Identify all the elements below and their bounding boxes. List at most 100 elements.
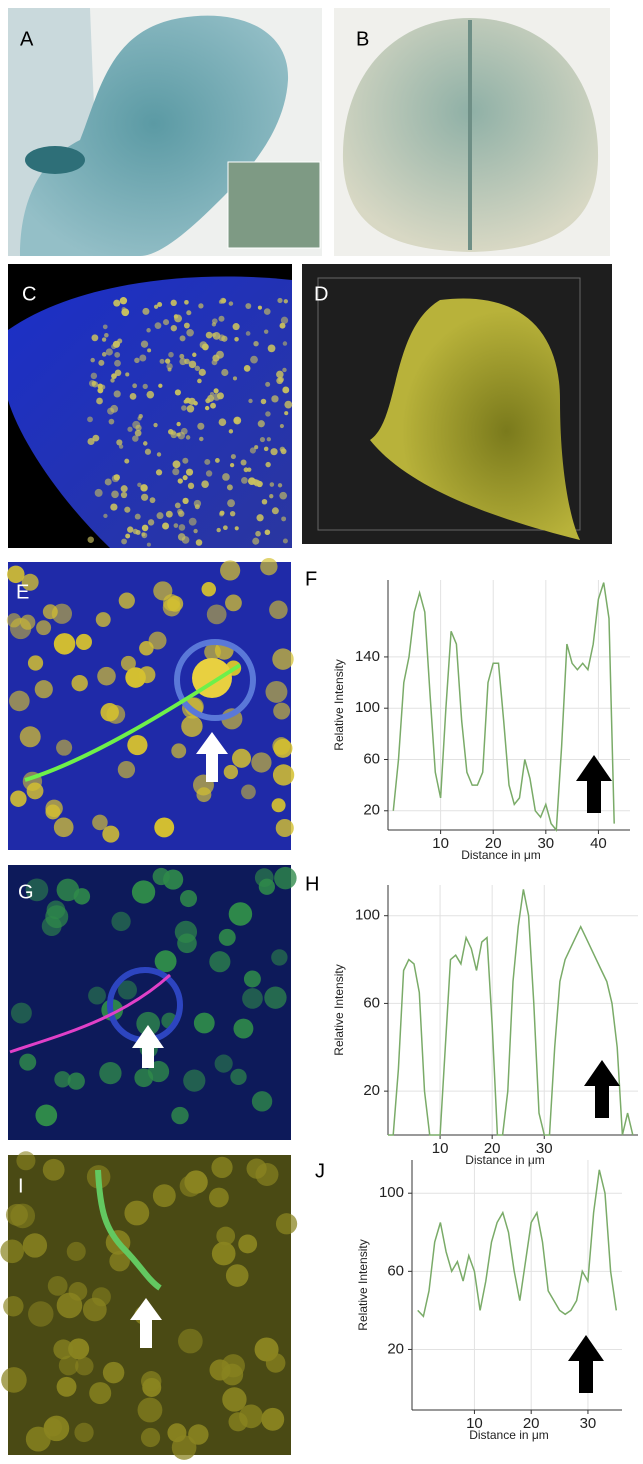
- cell: [282, 341, 288, 346]
- cell: [98, 359, 105, 366]
- cell: [178, 524, 186, 531]
- cell: [207, 394, 215, 402]
- arrow: [584, 1060, 620, 1118]
- x-tick-label: 40: [590, 835, 607, 852]
- cell: [193, 1012, 215, 1034]
- cell: [116, 439, 123, 446]
- x-tick-label: 30: [537, 835, 554, 852]
- cell: [165, 510, 173, 518]
- cell: [197, 422, 205, 430]
- cell: [132, 383, 138, 389]
- cell: [142, 307, 150, 315]
- cell: [92, 434, 100, 442]
- cell: [225, 594, 242, 612]
- image-d-box: [317, 277, 581, 531]
- cell: [221, 1363, 244, 1386]
- cell: [156, 452, 162, 457]
- cell: [216, 1226, 236, 1246]
- cell: [275, 818, 294, 838]
- image-c-leaf: [8, 276, 292, 548]
- cell: [243, 365, 251, 372]
- cell: [257, 305, 262, 310]
- cell: [270, 448, 278, 456]
- cell: [121, 538, 127, 545]
- image-e-ring: [174, 639, 256, 721]
- cell: [170, 299, 177, 306]
- cell: [42, 604, 58, 620]
- cell: [10, 1002, 32, 1024]
- cell: [19, 1053, 37, 1071]
- cell: [132, 420, 141, 429]
- cell: [275, 1213, 298, 1235]
- data-line: [388, 889, 634, 1136]
- cell: [168, 351, 174, 358]
- cell: [171, 1106, 189, 1125]
- cell: [222, 473, 230, 481]
- cell: [225, 1264, 249, 1287]
- cell: [215, 458, 220, 463]
- cell: [260, 398, 267, 405]
- cell: [127, 734, 148, 756]
- x-axis-label: Distance in μm: [461, 848, 541, 862]
- cell: [252, 537, 260, 545]
- cell: [134, 429, 142, 437]
- x-tick-label: 30: [580, 1415, 597, 1432]
- cell: [265, 381, 271, 387]
- cell: [195, 539, 203, 546]
- panel-label: G: [18, 881, 34, 903]
- cell: [112, 340, 121, 348]
- y-tick-label: 60: [387, 1262, 404, 1279]
- x-tick-label: 20: [523, 1415, 540, 1432]
- cell: [97, 383, 103, 389]
- cell: [188, 360, 197, 369]
- cell: [43, 1418, 63, 1437]
- cell: [283, 299, 288, 304]
- cell: [114, 351, 121, 358]
- cell: [179, 353, 185, 359]
- cell: [230, 454, 236, 460]
- cell: [120, 655, 136, 671]
- cell: [53, 633, 76, 655]
- cell: [132, 528, 139, 535]
- cell: [113, 390, 121, 398]
- cell: [170, 325, 177, 332]
- cell: [75, 633, 92, 650]
- cell: [220, 560, 241, 581]
- cell: [238, 1234, 258, 1254]
- cell: [255, 1163, 279, 1186]
- cell: [281, 516, 287, 522]
- y-tick-label: 20: [363, 802, 380, 819]
- cell: [35, 1104, 58, 1127]
- cell: [279, 423, 284, 429]
- cell: [201, 343, 209, 351]
- y-tick-label: 100: [379, 1184, 404, 1201]
- cell: [105, 348, 113, 356]
- cell: [137, 482, 142, 488]
- cell: [232, 376, 238, 381]
- cell: [152, 1184, 176, 1208]
- cell: [180, 427, 188, 435]
- cell: [140, 340, 149, 348]
- cell: [272, 648, 294, 670]
- panel-label: B: [356, 28, 369, 50]
- cell: [218, 928, 236, 946]
- cell: [201, 480, 209, 489]
- cell: [174, 920, 198, 944]
- arrow: [576, 755, 612, 813]
- cell: [198, 368, 206, 376]
- cell: [141, 1371, 162, 1392]
- cell: [158, 383, 163, 388]
- cell: [222, 1387, 247, 1412]
- cell: [213, 388, 219, 394]
- cell: [53, 1339, 74, 1360]
- cell: [89, 1382, 112, 1405]
- cell: [211, 322, 217, 327]
- cell: [5, 1203, 28, 1226]
- panel-label: H: [305, 873, 319, 895]
- cell: [209, 951, 231, 973]
- cell: [271, 395, 279, 403]
- cell: [218, 418, 227, 427]
- cell: [146, 390, 155, 399]
- cell: [250, 355, 258, 364]
- cell: [87, 416, 93, 423]
